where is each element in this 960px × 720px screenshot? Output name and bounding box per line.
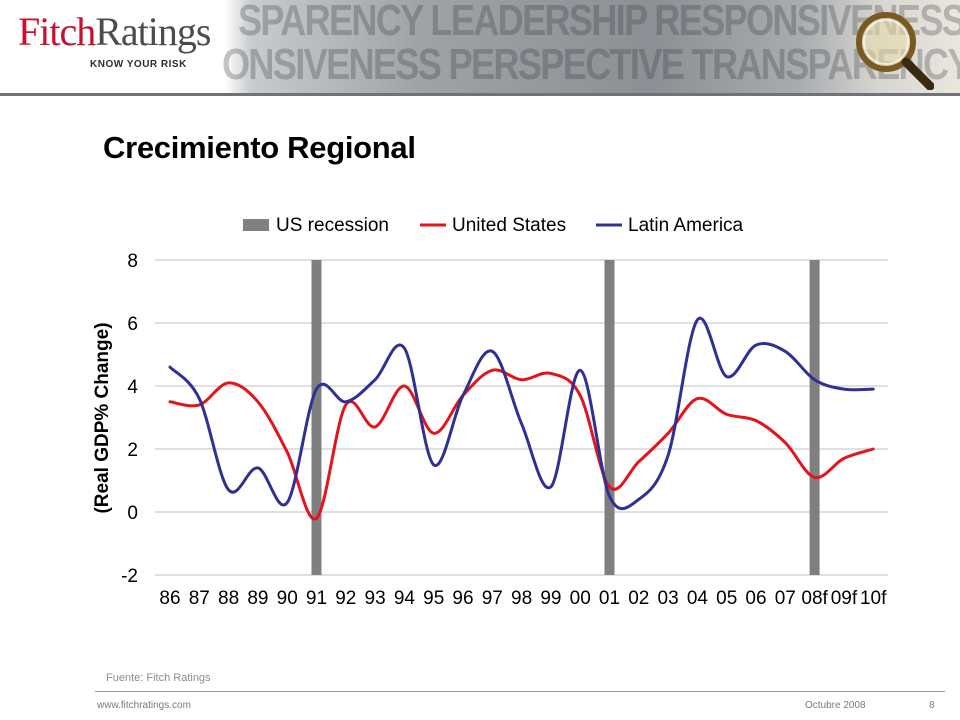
x-tick-label: 00 (570, 588, 591, 609)
legend-swatch-us-recession (243, 219, 269, 231)
x-tick-label: 95 (423, 588, 444, 609)
x-tick-label: 99 (540, 588, 561, 609)
y-tick-label: 8 (127, 251, 138, 272)
x-tick-label: 86 (159, 588, 180, 609)
banner-text-bottom: ONSIVENESS PERSPECTIVE TRANSPARENCY L (222, 40, 960, 89)
page-number: 8 (929, 700, 935, 711)
legend-label-us-recession: US recession (276, 215, 389, 236)
x-tick-label: 88 (218, 588, 239, 609)
fitch-ratings-logo: FitchRatings KNOW YOUR RISK (18, 9, 211, 71)
recession-bar (604, 260, 615, 575)
slide-title: Crecimiento Regional (103, 130, 416, 165)
y-axis-title: (Real GDP% Change) (92, 322, 113, 513)
x-tick-label: 94 (394, 588, 416, 609)
y-tick-label: 4 (127, 377, 138, 398)
x-tick-label: 89 (247, 588, 268, 609)
magnifier-icon (856, 12, 934, 90)
x-tick-label: 87 (189, 588, 210, 609)
x-tick-label: 02 (628, 588, 649, 609)
x-tick-label: 08f (801, 588, 828, 609)
source-note: Fuente: Fitch Ratings (106, 672, 211, 684)
footer-date: Octubre 2008 (805, 700, 866, 711)
y-tick-label: 0 (127, 503, 138, 524)
header-banner: SPARENCY LEADERSHIP RESPONSIVENESS ONSIV… (0, 0, 960, 96)
x-tick-label: 10f (860, 588, 887, 609)
x-tick-label: 92 (335, 588, 356, 609)
x-tick-label: 03 (658, 588, 679, 609)
banner-bottom-strip (0, 93, 960, 96)
x-tick-label: 07 (775, 588, 796, 609)
logo-fitch-text: Fitch (18, 9, 96, 54)
x-tick-label: 93 (365, 588, 386, 609)
x-tick-label: 05 (716, 588, 737, 609)
series-line-latin-america (168, 316, 875, 511)
x-tick-label: 04 (687, 588, 709, 609)
x-tick-label: 91 (306, 588, 327, 609)
x-tick-label: 96 (452, 588, 473, 609)
footer-url: www.fitchratings.com (97, 700, 191, 711)
banner-text-top: SPARENCY LEADERSHIP RESPONSIVENESS (238, 0, 960, 45)
footer-divider (95, 691, 945, 692)
x-tick-label: 90 (277, 588, 298, 609)
y-tick-label: -2 (121, 566, 138, 587)
logo-tagline: KNOW YOUR RISK (90, 59, 187, 70)
recession-bar (809, 260, 820, 575)
x-tick-label: 97 (482, 588, 503, 609)
recession-bar (311, 260, 322, 575)
logo-ratings-text: Ratings (95, 9, 211, 54)
x-tick-label: 98 (511, 588, 532, 609)
y-tick-label: 2 (127, 440, 138, 461)
x-tick-label: 06 (745, 588, 766, 609)
y-tick-label: 6 (127, 314, 138, 335)
legend-label-latin-america: Latin America (628, 215, 744, 236)
x-tick-label: 01 (599, 588, 620, 609)
legend-label-united-states: United States (452, 215, 566, 236)
x-tick-label: 09f (831, 588, 858, 609)
series-line-united-states (168, 368, 875, 521)
